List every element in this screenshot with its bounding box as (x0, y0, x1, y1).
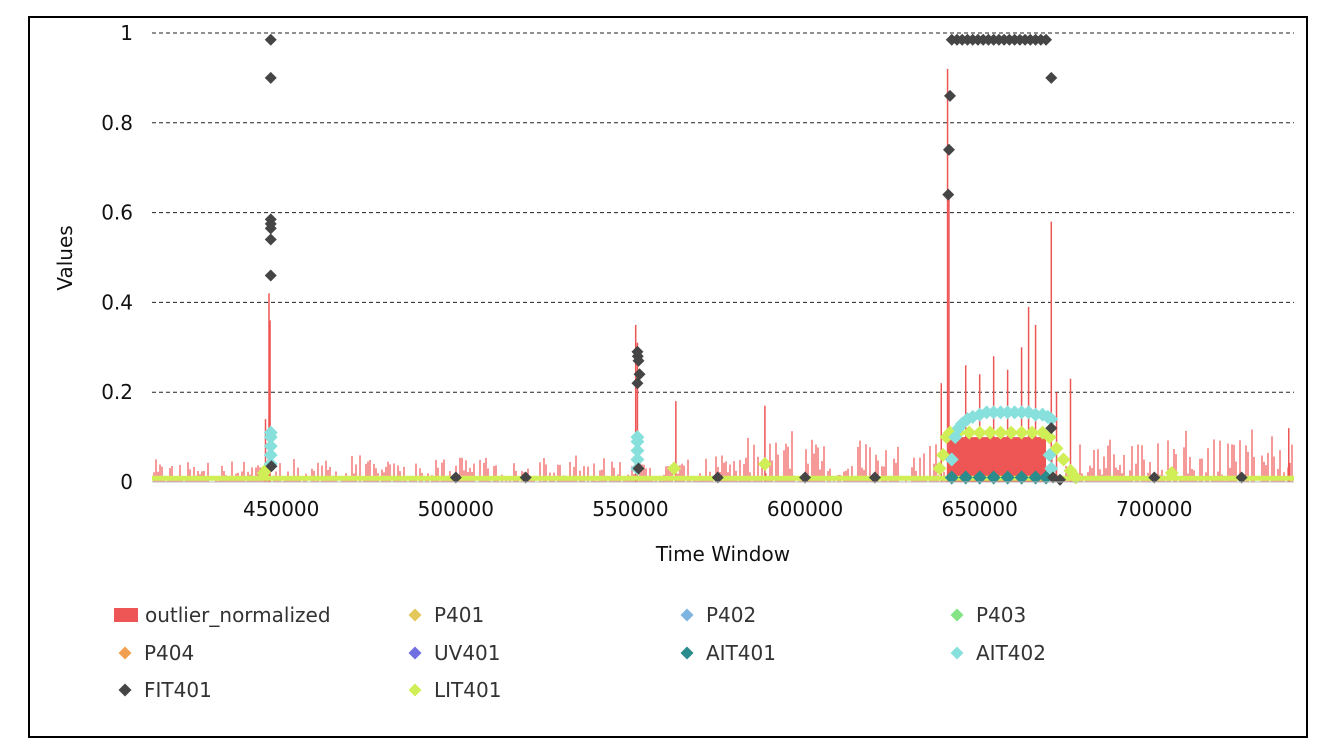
legend-swatch (680, 646, 694, 660)
fit401-point (868, 471, 881, 484)
x-tick-label: 650000 (942, 497, 1018, 521)
y-tick-label: 0.2 (101, 380, 133, 404)
lit401-point (962, 425, 977, 440)
y-axis-title: Values (53, 225, 77, 290)
fit401-point (519, 471, 532, 484)
lit401-point (1068, 470, 1083, 485)
fit401-point (265, 460, 278, 473)
legend-label: FIT401 (144, 678, 212, 702)
lit401-point (757, 457, 772, 472)
fit401-point (944, 89, 957, 102)
grid-layer (152, 32, 1294, 393)
x-tick-label: 600000 (767, 497, 843, 521)
lit401-point (972, 425, 987, 440)
fit401-point (264, 233, 277, 246)
fit401-point (449, 471, 462, 484)
ait402-point (1042, 448, 1057, 463)
legend-label: P403 (976, 603, 1026, 627)
ait401-point (1039, 470, 1054, 485)
y-tick-label: 0.8 (101, 111, 133, 135)
fit401-point (1235, 471, 1248, 484)
fit401-point (1045, 422, 1058, 435)
legend-swatch (408, 646, 422, 660)
x-tick-label: 450000 (243, 497, 319, 521)
lit401-point (1042, 430, 1057, 445)
legend: outlier_normalized P401 P402 P403 P404 UV401 A… (114, 603, 1046, 702)
ait402-point (630, 430, 645, 445)
ait401-point (972, 470, 987, 485)
lit401-point (932, 461, 947, 476)
fit401-point (1054, 473, 1067, 486)
y-tick-label: 0.4 (101, 290, 133, 314)
ait402-point (1044, 412, 1059, 427)
x-tick-label: 700000 (1116, 497, 1192, 521)
ait401-point (958, 470, 973, 485)
legend-swatch (408, 608, 422, 622)
legend-label: P404 (144, 641, 194, 665)
x-axis-title: Time Window (655, 542, 790, 566)
legend-label: AIT401 (706, 641, 776, 665)
fit401-point (264, 222, 277, 235)
y-tick-label: 0 (120, 470, 133, 494)
fit401-point (711, 471, 724, 484)
chart-frame (28, 16, 1308, 738)
legend-swatch (950, 646, 964, 660)
fit401-point (1148, 471, 1161, 484)
y-tick-label: 0.6 (101, 201, 133, 225)
ait401-point (1028, 470, 1043, 485)
ait401-point (944, 470, 959, 485)
x-tick-label: 550000 (592, 497, 668, 521)
legend-swatch (118, 683, 132, 697)
ait402-point (630, 452, 645, 467)
legend-swatch (680, 608, 694, 622)
fit401-point (264, 71, 277, 84)
x-tick-label: 500000 (418, 497, 494, 521)
legend-label: LIT401 (434, 678, 501, 702)
fit401-point (633, 368, 646, 381)
fit401-point (264, 269, 277, 282)
legend-label: AIT402 (976, 641, 1046, 665)
ait402-point (263, 448, 278, 463)
legend-swatch (950, 608, 964, 622)
fit401-point (632, 354, 645, 367)
legend-label: UV401 (434, 641, 501, 665)
lit401-point (993, 425, 1008, 440)
lit401-point (1014, 425, 1029, 440)
ait401-point (1014, 470, 1029, 485)
ait402-point (263, 425, 278, 440)
outlier-spike-layer (264, 68, 1290, 482)
lit401-point (667, 461, 682, 476)
fit401-point (1045, 71, 1058, 84)
legend-swatch (408, 683, 422, 697)
fit401-point (631, 377, 644, 390)
ait402-point (1044, 461, 1059, 476)
ait401-point (986, 470, 1001, 485)
ait401-point (1000, 470, 1015, 485)
axis-layer: 0 0.2 0.4 0.6 0.8 1 450000 500000 550000 600000 65… (101, 21, 1294, 521)
fit401-point (942, 188, 955, 201)
legend-label: P401 (434, 603, 484, 627)
legend-swatch (118, 646, 132, 660)
legend-label: P402 (706, 603, 756, 627)
lit401-point (1056, 452, 1071, 467)
fit401-point (264, 33, 277, 46)
fit401-point (942, 143, 955, 156)
outlier-noise-layer (153, 429, 1293, 482)
fit401-point (632, 462, 645, 475)
y-tick-label: 1 (120, 21, 133, 45)
fit401-point (799, 471, 812, 484)
ait402-point (630, 443, 645, 458)
ait402-point (944, 452, 959, 467)
lit401-point (1004, 425, 1019, 440)
lit401-point (1025, 425, 1040, 440)
ait402-point (263, 439, 278, 454)
legend-label: outlier_normalized (145, 603, 331, 627)
legend-swatch (114, 608, 138, 622)
lit401-point (1164, 466, 1179, 481)
marker-layer (152, 33, 1294, 486)
fit401-point (1040, 33, 1053, 46)
lit401-point (983, 425, 998, 440)
